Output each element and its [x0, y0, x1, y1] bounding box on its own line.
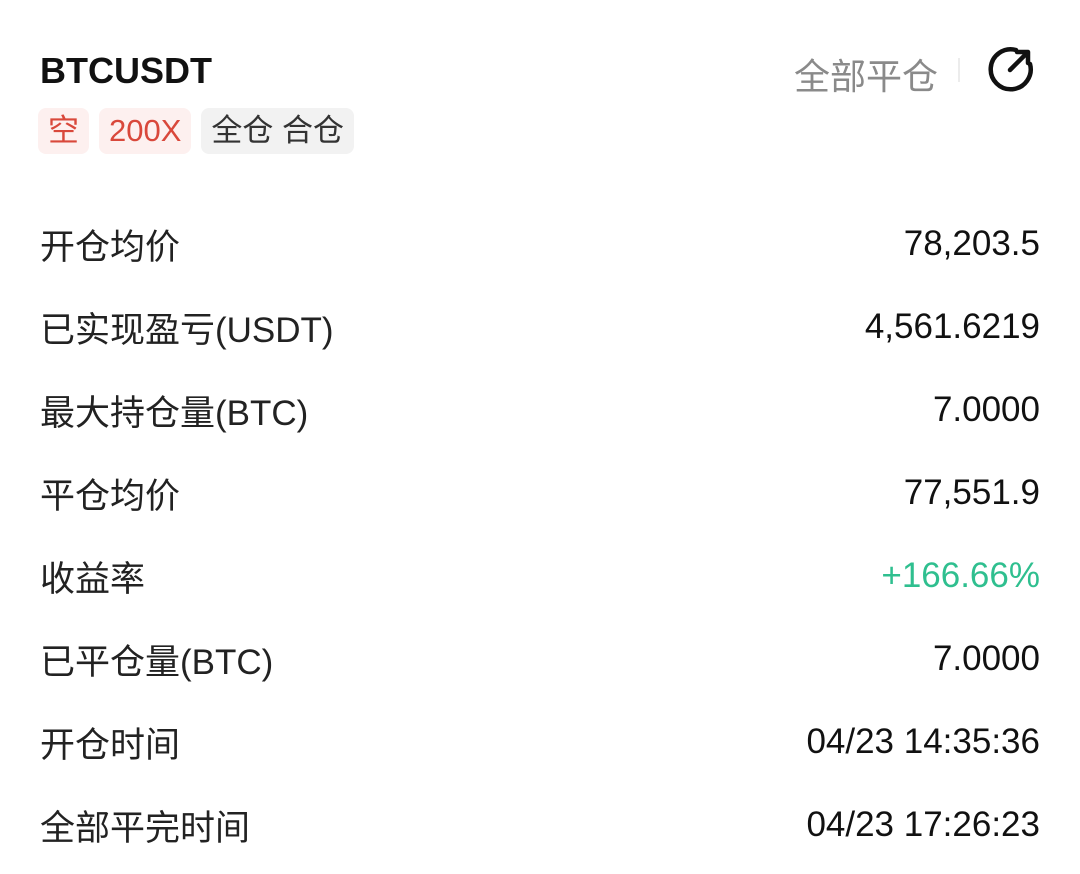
return-rate-value: +166.66% — [881, 556, 1040, 595]
close-all-button[interactable]: 全部平仓 — [794, 56, 939, 97]
row-label: 已实现盈亏(USDT) — [40, 310, 334, 350]
detail-row: 已实现盈亏(USDT) 4,561.6219 — [40, 302, 1040, 352]
row-label: 全部平完时间 — [40, 808, 251, 848]
share-arrow-icon[interactable] — [986, 44, 1036, 94]
row-value: 4,561.6219 — [864, 307, 1040, 346]
detail-row: 开仓均价 78,203.5 — [40, 219, 1040, 269]
row-value: 77,551.9 — [903, 473, 1040, 512]
row-value: 78,203.5 — [903, 224, 1040, 263]
row-label: 最大持仓量(BTC) — [40, 393, 309, 433]
detail-row: 开仓时间 04/23 14:35:36 — [40, 717, 1040, 767]
detail-row: 全部平完时间 04/23 17:26:23 — [40, 800, 1040, 850]
row-value: 04/23 17:26:23 — [806, 805, 1040, 844]
row-label: 平仓均价 — [40, 476, 181, 516]
divider — [958, 58, 960, 82]
detail-row: 收益率 +166.66% — [40, 551, 1040, 601]
row-label: 已平仓量(BTC) — [40, 642, 274, 682]
detail-row: 最大持仓量(BTC) 7.0000 — [40, 385, 1040, 435]
row-value: 7.0000 — [932, 639, 1040, 678]
leverage-tag: 200X — [99, 108, 192, 154]
margin-mode-tag: 全仓 合仓 — [201, 108, 355, 154]
detail-row: 已平仓量(BTC) 7.0000 — [40, 634, 1040, 684]
row-label: 收益率 — [40, 559, 146, 599]
row-label: 开仓时间 — [40, 725, 181, 765]
row-label: 开仓均价 — [40, 227, 181, 267]
row-value: 04/23 14:35:36 — [806, 722, 1040, 761]
symbol-title: BTCUSDT — [40, 50, 212, 91]
row-value: 7.0000 — [932, 390, 1040, 429]
direction-tag: 空 — [38, 108, 89, 154]
detail-row: 平仓均价 77,551.9 — [40, 468, 1040, 518]
tag-list: 空 200X 全仓 合仓 — [38, 108, 355, 154]
